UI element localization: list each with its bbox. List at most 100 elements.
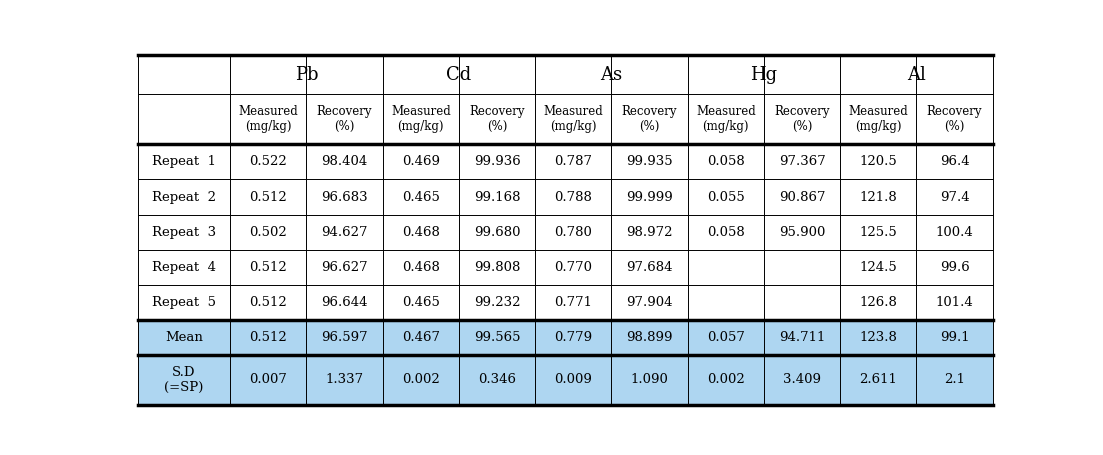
Text: Hg: Hg	[750, 66, 778, 84]
Text: Repeat  1: Repeat 1	[152, 156, 216, 168]
Text: 97.367: 97.367	[779, 156, 825, 168]
Text: 97.4: 97.4	[940, 191, 970, 203]
Bar	[611, 320, 687, 355]
Text: Measured
(mg/kg): Measured (mg/kg)	[238, 106, 298, 133]
Bar	[383, 95, 459, 144]
Bar	[383, 179, 459, 215]
Bar	[840, 250, 917, 285]
Bar	[459, 250, 535, 285]
Bar	[138, 215, 231, 250]
Bar	[138, 144, 231, 179]
Bar	[459, 215, 535, 250]
Text: Recovery
(%): Recovery (%)	[927, 106, 983, 133]
Bar	[383, 55, 459, 95]
Bar	[307, 215, 383, 250]
Text: Recovery
(%): Recovery (%)	[622, 106, 677, 133]
Bar	[307, 285, 383, 320]
Text: Al: Al	[907, 66, 925, 84]
Text: 0.002: 0.002	[707, 374, 745, 386]
Bar	[840, 285, 917, 320]
Bar	[917, 215, 993, 250]
Text: 0.780: 0.780	[555, 226, 592, 238]
Text: 0.787: 0.787	[555, 156, 592, 168]
Bar	[535, 355, 611, 405]
Text: Recovery
(%): Recovery (%)	[469, 106, 525, 133]
Bar	[840, 144, 917, 179]
Bar	[840, 179, 917, 215]
Text: Recovery
(%): Recovery (%)	[317, 106, 373, 133]
Bar	[840, 215, 917, 250]
Bar	[764, 95, 840, 144]
Bar	[840, 55, 917, 95]
Text: 97.684: 97.684	[627, 261, 673, 274]
Bar	[917, 95, 993, 144]
Bar	[764, 55, 840, 95]
Bar	[307, 144, 383, 179]
Bar	[840, 95, 917, 144]
Text: Repeat  2: Repeat 2	[152, 191, 216, 203]
Bar	[231, 215, 307, 250]
Bar	[231, 250, 307, 285]
Bar	[231, 144, 307, 179]
Text: 99.168: 99.168	[474, 191, 521, 203]
Text: 0.465: 0.465	[401, 296, 440, 309]
Text: 98.404: 98.404	[321, 156, 367, 168]
Text: 0.512: 0.512	[249, 261, 287, 274]
Text: 94.627: 94.627	[321, 226, 367, 238]
Text: 96.597: 96.597	[321, 331, 368, 344]
Text: 99.808: 99.808	[474, 261, 521, 274]
Text: Pb: Pb	[295, 66, 318, 84]
Bar	[687, 215, 764, 250]
Bar	[687, 285, 764, 320]
Text: 0.465: 0.465	[401, 191, 440, 203]
Bar	[611, 179, 687, 215]
Text: 3.409: 3.409	[783, 374, 821, 386]
Text: 96.4: 96.4	[940, 156, 970, 168]
Text: 99.680: 99.680	[474, 226, 521, 238]
Bar	[459, 355, 535, 405]
Bar	[611, 95, 687, 144]
Bar	[917, 285, 993, 320]
Bar	[138, 250, 231, 285]
Bar	[917, 144, 993, 179]
Text: 121.8: 121.8	[859, 191, 897, 203]
Text: 0.007: 0.007	[249, 374, 287, 386]
Bar	[231, 285, 307, 320]
Text: 0.512: 0.512	[249, 296, 287, 309]
Bar	[764, 179, 840, 215]
Bar	[231, 55, 307, 95]
Bar	[687, 95, 764, 144]
Bar	[764, 285, 840, 320]
Bar	[383, 215, 459, 250]
Bar	[307, 55, 383, 95]
Text: 123.8: 123.8	[859, 331, 897, 344]
Text: Repeat  5: Repeat 5	[152, 296, 216, 309]
Bar	[917, 320, 993, 355]
Bar	[307, 95, 383, 144]
Text: 101.4: 101.4	[935, 296, 974, 309]
Bar	[231, 355, 307, 405]
Bar	[138, 355, 231, 405]
Bar	[231, 320, 307, 355]
Bar	[307, 250, 383, 285]
Text: 0.346: 0.346	[478, 374, 516, 386]
Text: 1.337: 1.337	[325, 374, 364, 386]
Text: 99.999: 99.999	[627, 191, 673, 203]
Text: 1.090: 1.090	[631, 374, 668, 386]
Text: Mean: Mean	[165, 331, 203, 344]
Text: 99.232: 99.232	[474, 296, 521, 309]
Text: 99.935: 99.935	[627, 156, 673, 168]
Bar	[535, 55, 611, 95]
Text: 0.779: 0.779	[555, 331, 592, 344]
Text: 99.936: 99.936	[473, 156, 521, 168]
Bar	[535, 179, 611, 215]
Bar	[687, 355, 764, 405]
Text: 0.469: 0.469	[401, 156, 440, 168]
Bar	[535, 250, 611, 285]
Bar	[917, 179, 993, 215]
Text: 126.8: 126.8	[859, 296, 897, 309]
Bar	[459, 144, 535, 179]
Bar	[764, 215, 840, 250]
Bar	[231, 179, 307, 215]
Bar	[764, 320, 840, 355]
